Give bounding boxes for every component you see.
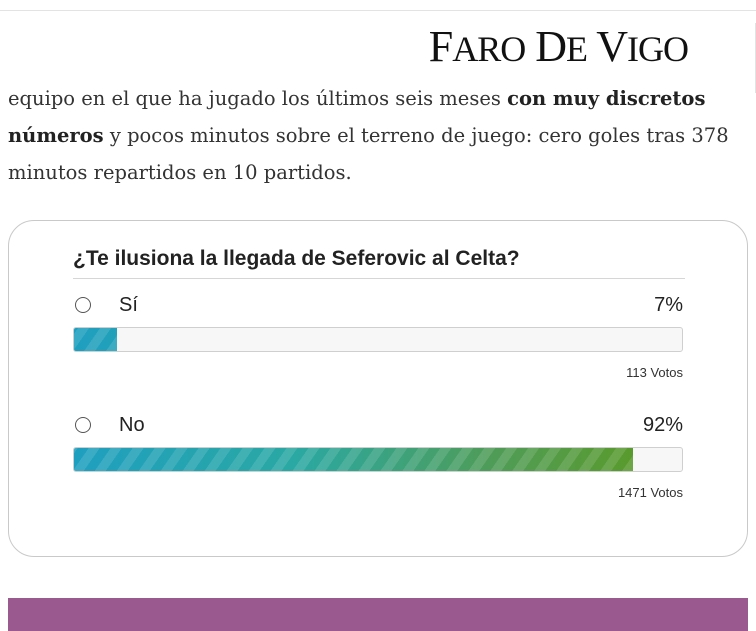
option-percent-si: 7% bbox=[654, 294, 683, 316]
site-header: FARO DE VIGO bbox=[0, 11, 756, 93]
option-percent-no: 92% bbox=[642, 414, 683, 436]
article-text-1: equipo en el que ha jugado los últimos s… bbox=[8, 87, 508, 110]
poll-question: ¿Te ilusiona la llegada de Seferovic al … bbox=[73, 247, 520, 270]
bottom-banner bbox=[8, 598, 748, 631]
radio-button-no[interactable] bbox=[75, 417, 91, 433]
progress-bar-track-si bbox=[73, 327, 683, 352]
progress-bar-fill-si bbox=[74, 328, 117, 351]
vote-count-si: 113 Votos bbox=[626, 365, 683, 380]
option-label-si: Sí bbox=[119, 294, 138, 316]
progress-bar-fill-no bbox=[74, 448, 634, 471]
top-rule bbox=[0, 10, 756, 11]
progress-bar-track-no bbox=[73, 447, 683, 472]
article-text-2: y pocos minutos sobre el terreno de jueg… bbox=[8, 124, 729, 184]
option-label-no: No bbox=[119, 414, 145, 436]
article-paragraph: equipo en el que ha jugado los últimos s… bbox=[8, 80, 743, 191]
article-bold-text: con muy discretos números bbox=[8, 87, 706, 147]
vote-count-no: 1471 Votos bbox=[617, 485, 683, 500]
poll-divider bbox=[73, 278, 685, 279]
poll-card: ¿Te ilusiona la llegada de Seferovic al … bbox=[8, 220, 748, 557]
faro-de-vigo-logo[interactable]: FARO DE VIGO bbox=[428, 22, 689, 71]
radio-button-si[interactable] bbox=[75, 297, 91, 313]
